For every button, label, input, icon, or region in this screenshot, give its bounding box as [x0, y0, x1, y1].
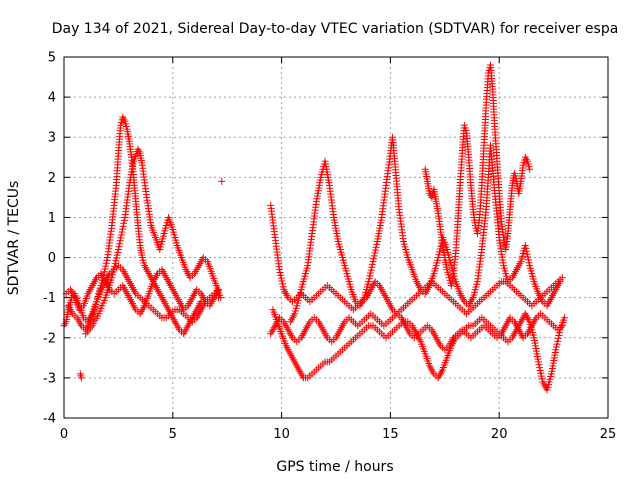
- data-point-trace-10: [523, 250, 531, 258]
- x-tick-label: 0: [60, 427, 68, 442]
- y-tick-label: 1: [48, 211, 56, 226]
- x-tick-label: 10: [273, 427, 290, 442]
- data-point-trace-7: [554, 334, 562, 342]
- data-point-trace-9: [279, 280, 287, 288]
- data-points: [60, 61, 568, 394]
- data-point-trace-7: [536, 366, 544, 374]
- x-tick-label: 20: [491, 427, 508, 442]
- x-axis-label: GPS time / hours: [276, 459, 393, 475]
- data-point-trace-7: [553, 340, 561, 348]
- data-point-trace-10: [371, 249, 379, 257]
- data-point-trace-10: [370, 252, 378, 260]
- y-tick-label: 0: [48, 251, 56, 266]
- data-point-trace-7: [556, 329, 564, 337]
- data-point-trace-10: [522, 244, 530, 252]
- data-point-trace-10: [525, 259, 533, 267]
- data-point-trace-9: [276, 268, 284, 276]
- data-point-trace-10: [524, 256, 532, 264]
- data-point-trace-7: [552, 346, 560, 354]
- data-point-trace-3: [114, 246, 122, 254]
- data-point-trace-10: [523, 247, 531, 255]
- y-tick-label: -1: [43, 291, 56, 306]
- grid: [64, 57, 608, 418]
- y-tick-label: 3: [48, 131, 56, 146]
- data-point-trace-3: [116, 237, 124, 245]
- data-point-trace-3: [119, 225, 127, 233]
- y-axis-label: SDTVAR / TECUs: [6, 181, 22, 296]
- data-point-trace-7: [537, 372, 545, 380]
- data-point-trace-10: [372, 243, 380, 251]
- data-point-trace-10: [524, 253, 532, 261]
- data-point-trace-10: [521, 242, 529, 250]
- data-point-trace-7: [534, 358, 542, 366]
- data-point-trace-10: [369, 258, 377, 266]
- x-tick-label: 15: [382, 427, 399, 442]
- data-point-trace-9: [558, 274, 566, 282]
- x-tick-label: 25: [600, 427, 617, 442]
- y-tick-label: -3: [43, 371, 56, 386]
- plot-frame: [63, 56, 609, 419]
- data-point-trace-10: [367, 266, 375, 274]
- data-point-trace-4: [214, 286, 222, 294]
- data-point-trace-10: [366, 272, 374, 280]
- x-tick-label: 5: [169, 427, 177, 442]
- y-tick-label: -2: [43, 331, 56, 346]
- data-point-trace-3: [120, 219, 128, 227]
- data-point-trace-2: [102, 262, 110, 270]
- data-point-trace-7: [560, 314, 568, 322]
- data-point-trace-10: [368, 260, 376, 268]
- data-point-trace-9: [275, 266, 283, 274]
- data-point-trace-3: [120, 216, 128, 224]
- data-point-trace-10: [434, 254, 442, 262]
- data-point-trace-10: [367, 269, 375, 277]
- data-point-trace-10: [371, 246, 379, 254]
- data-point-trace-3: [117, 234, 125, 242]
- y-tick-label: 5: [48, 51, 56, 66]
- data-point-trace-3: [115, 243, 123, 251]
- data-point-trace-3: [119, 222, 127, 230]
- data-point-trace-7: [552, 343, 560, 351]
- y-tick-label: -4: [43, 412, 56, 427]
- data-point-trace-8: [558, 322, 566, 330]
- data-point-trace-7: [538, 375, 546, 383]
- data-point-trace-11: [526, 165, 534, 173]
- data-point-trace-10: [368, 263, 376, 271]
- data-point-trace-10: [365, 278, 373, 286]
- data-point-trace-2: [102, 259, 110, 267]
- data-point-trace-10: [556, 278, 564, 286]
- data-point-trace-9: [279, 283, 287, 291]
- data-point-trace-7: [554, 337, 562, 345]
- axis-ticks: 0 5 10 15 20 25 -4 -3 -2 -1 0 1 2 3 4 5: [43, 51, 616, 443]
- data-point-trace-3: [117, 231, 125, 239]
- data-point-trace-3: [116, 240, 124, 248]
- data-point-trace-5: [77, 374, 85, 382]
- data-point-trace-10: [436, 248, 444, 256]
- data-point-trace-7: [536, 364, 544, 372]
- data-point-trace-7: [555, 331, 563, 339]
- data-point-trace-2: [103, 256, 111, 264]
- data-point-trace-10: [373, 240, 381, 248]
- data-point-trace-7: [537, 369, 545, 377]
- data-point-trace-3: [118, 228, 126, 236]
- y-tick-label: 4: [48, 91, 56, 106]
- data-point-trace-10: [365, 275, 373, 283]
- data-point-trace-10: [370, 255, 378, 263]
- data-point-trace-9: [278, 277, 286, 285]
- data-point-trace-2: [100, 268, 108, 276]
- y-tick-label: 2: [48, 171, 56, 186]
- data-point-trace-7: [535, 361, 543, 369]
- data-point-trace-6: [218, 177, 226, 185]
- data-point-trace-2: [101, 265, 109, 273]
- data-point-trace-3: [217, 294, 225, 302]
- chart-title: Day 134 of 2021, Sidereal Day-to-day VTE…: [52, 21, 619, 37]
- data-point-trace-9: [277, 271, 285, 279]
- data-point-trace-9: [277, 274, 285, 282]
